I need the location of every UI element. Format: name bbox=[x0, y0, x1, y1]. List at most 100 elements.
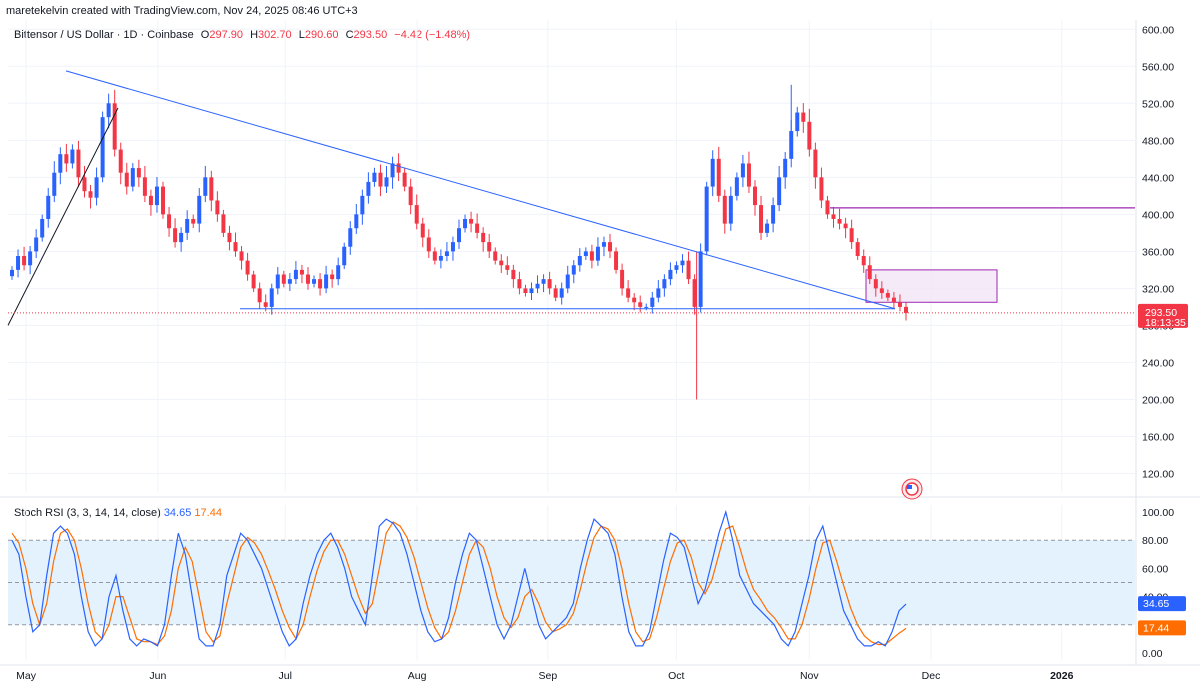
candle-body bbox=[161, 186, 166, 215]
candle-body bbox=[94, 177, 99, 198]
candle-body bbox=[626, 288, 631, 298]
candle-body bbox=[275, 274, 280, 289]
stoch-rsi-pane bbox=[8, 509, 1135, 647]
candle-body bbox=[861, 256, 866, 266]
candle-body bbox=[674, 265, 679, 270]
candle-body bbox=[565, 274, 570, 289]
candle-body bbox=[263, 302, 268, 307]
candle-body bbox=[354, 214, 359, 229]
candle-body bbox=[771, 205, 776, 224]
candlestick-series bbox=[10, 84, 908, 400]
candle-body bbox=[46, 195, 51, 219]
countdown-badge-text: 18:13:35 bbox=[1145, 317, 1186, 329]
low-label: L bbox=[298, 29, 305, 41]
candle-body bbox=[112, 103, 117, 150]
rsi-k-badge-text: 34.65 bbox=[1143, 598, 1169, 610]
supply-zone-box bbox=[865, 269, 998, 303]
candle-body bbox=[402, 172, 407, 187]
time-tick-label: 2026 bbox=[1050, 670, 1074, 682]
candle-body bbox=[88, 191, 93, 198]
price-tick-label: 360.00 bbox=[1142, 246, 1174, 258]
candle-body bbox=[849, 228, 854, 243]
candle-body bbox=[620, 269, 625, 289]
candle-body bbox=[245, 260, 250, 275]
close-label: C bbox=[345, 29, 354, 41]
candle-body bbox=[873, 279, 878, 289]
annotations-front bbox=[7, 70, 1135, 500]
candle-body bbox=[70, 149, 75, 164]
candle-body bbox=[807, 121, 812, 150]
stoch-rsi-title: Stoch RSI (3, 3, 14, 14, close) bbox=[14, 507, 161, 519]
candle-body bbox=[34, 237, 39, 252]
candle-body bbox=[481, 232, 486, 243]
candle-body bbox=[529, 288, 534, 294]
candle-body bbox=[82, 177, 87, 192]
time-axis[interactable]: May Jun Jul Aug Sep Oct Nov Dec 2026 bbox=[16, 670, 1073, 682]
time-tick-label: Dec bbox=[922, 670, 941, 682]
candle-body bbox=[680, 260, 685, 266]
candle-body bbox=[469, 218, 474, 224]
close-value: 293.50 bbox=[353, 29, 388, 41]
candle-body bbox=[686, 260, 691, 280]
candle-body bbox=[698, 251, 703, 307]
candle-body bbox=[191, 218, 196, 224]
candle-body bbox=[142, 177, 147, 196]
candle-body bbox=[734, 177, 739, 196]
candle-body bbox=[867, 265, 872, 280]
candle-body bbox=[819, 177, 824, 201]
candle-body bbox=[487, 242, 492, 252]
candle-body bbox=[722, 195, 727, 224]
price-tick-label: 560.00 bbox=[1142, 61, 1174, 73]
candle-body bbox=[16, 256, 21, 270]
candle-body bbox=[457, 228, 461, 243]
candle-body bbox=[904, 306, 908, 313]
flag-icon-canton bbox=[907, 485, 912, 489]
candle-body bbox=[831, 214, 836, 219]
candle-body bbox=[209, 177, 214, 201]
rsi-tick-label: 100.00 bbox=[1142, 507, 1174, 519]
candle-body bbox=[885, 293, 890, 298]
candle-body bbox=[185, 218, 190, 233]
price-tick-label: 480.00 bbox=[1142, 135, 1174, 147]
candle-body bbox=[879, 288, 884, 294]
candle-body bbox=[233, 242, 238, 252]
candle-body bbox=[287, 279, 292, 284]
time-tick-label: May bbox=[16, 670, 37, 682]
stoch-rsi-d-line bbox=[11, 521, 907, 646]
candle-body bbox=[765, 223, 770, 233]
candle-body bbox=[728, 195, 733, 224]
candle-body bbox=[855, 242, 860, 256]
price-tick-label: 600.00 bbox=[1142, 24, 1174, 36]
price-axis[interactable]: 120.00160.00200.00240.00280.00320.00360.… bbox=[1142, 24, 1174, 660]
change-value: −4.42 (−1.48%) bbox=[394, 29, 471, 41]
candle-body bbox=[173, 228, 178, 243]
candle-body bbox=[813, 149, 818, 178]
candle-body bbox=[76, 149, 81, 178]
candle-body bbox=[100, 117, 105, 178]
candle-body bbox=[384, 177, 389, 187]
candle-body bbox=[668, 269, 673, 280]
candle-body bbox=[426, 237, 431, 252]
rsi-k-badge bbox=[1138, 596, 1186, 612]
current-price-badge-text: 293.50 bbox=[1145, 307, 1177, 319]
candle-body bbox=[318, 279, 323, 289]
open-label: O bbox=[200, 29, 210, 41]
candle-body bbox=[378, 172, 383, 187]
time-tick-label: Sep bbox=[538, 670, 557, 682]
candle-body bbox=[577, 256, 582, 266]
candle-body bbox=[324, 274, 329, 289]
candle-body bbox=[601, 242, 606, 247]
rsi-d-badge-text: 17.44 bbox=[1143, 622, 1169, 634]
attribution-text: maretekelvin created with TradingView.co… bbox=[6, 5, 358, 17]
candle-body bbox=[136, 168, 141, 178]
grid-lines bbox=[0, 20, 1200, 666]
candle-body bbox=[10, 269, 14, 277]
time-tick-label: Nov bbox=[800, 670, 819, 682]
candle-body bbox=[257, 288, 262, 303]
stoch-rsi-legend: Stoch RSI (3, 3, 14, 14, close) 34.65 17… bbox=[14, 507, 222, 519]
candle-body bbox=[64, 154, 69, 164]
high-label: H bbox=[250, 29, 259, 41]
candle-body bbox=[752, 186, 757, 206]
